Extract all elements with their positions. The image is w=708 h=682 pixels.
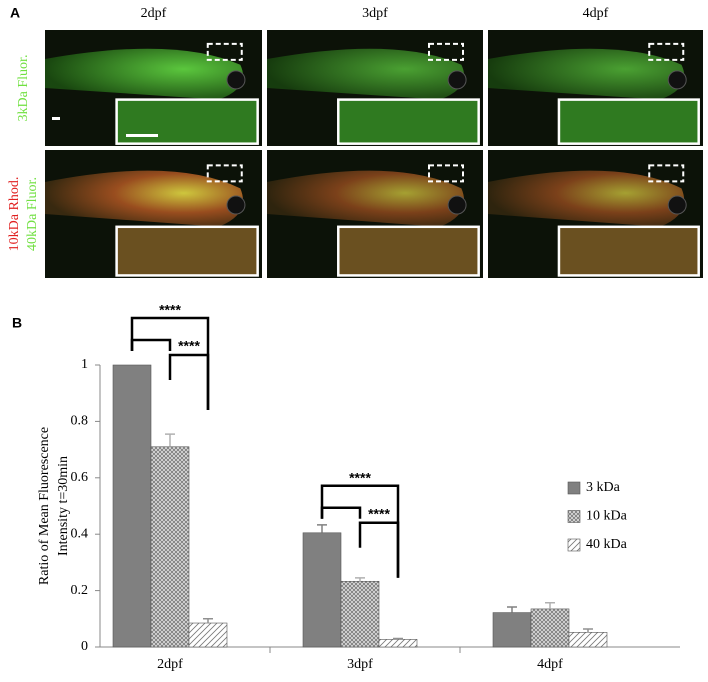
x-tick-label: 4dpf [537, 657, 563, 672]
significance-label: **** [368, 505, 390, 521]
panel-label: B [12, 315, 22, 331]
eye [226, 195, 246, 215]
error-bar [583, 628, 593, 633]
scale-bar [126, 134, 158, 137]
significance-label: **** [349, 469, 371, 485]
bar [112, 364, 152, 648]
larva [267, 48, 465, 100]
error-bar [165, 433, 175, 447]
y-axis-label: Intensity t=30min [56, 456, 71, 556]
legend-swatch [567, 510, 581, 523]
row-label: 3kDa Fluor. [16, 55, 31, 122]
error-bar [203, 618, 213, 624]
larva [488, 170, 685, 227]
legend-label: 3 kDa [586, 480, 621, 495]
y-axis-label: Ratio of Mean Fluorescence [37, 427, 52, 585]
legend-label: 40 kDa [586, 537, 628, 552]
significance-label: **** [159, 302, 181, 318]
error-bar [393, 637, 403, 640]
y-tick-label: 0.4 [71, 526, 89, 541]
y-tick-label: 0.2 [71, 583, 89, 598]
bar [340, 580, 380, 648]
eye [447, 70, 467, 90]
error-bar [317, 524, 327, 533]
inset [557, 225, 700, 277]
significance-bracket [130, 338, 172, 351]
column-label: 2dpf [141, 6, 167, 21]
legend-label: 10 kDa [586, 509, 628, 524]
y-tick-label: 0 [81, 639, 88, 654]
inset [337, 225, 480, 277]
bar [150, 446, 190, 648]
error-bar [355, 577, 365, 582]
row-label: 40kDa Fluor. [25, 177, 40, 251]
bar [302, 532, 342, 648]
roi-box [206, 42, 243, 61]
roi-box [206, 164, 243, 183]
bar [530, 608, 570, 648]
larva [45, 170, 244, 227]
column-label: 4dpf [583, 6, 609, 21]
roi-box [428, 164, 464, 183]
significance-label: **** [178, 338, 200, 354]
inset [115, 98, 259, 145]
bar [568, 632, 608, 648]
significance-bracket [358, 521, 400, 578]
eye [447, 195, 467, 215]
panel-label: A [10, 5, 20, 21]
larva [488, 48, 685, 100]
x-tick-label: 3dpf [347, 657, 373, 672]
bar [492, 612, 532, 648]
larva [45, 48, 244, 100]
row-label: 10kDa Rhod. [7, 177, 22, 252]
bar [378, 639, 418, 648]
significance-bracket [320, 506, 362, 519]
legend-swatch [567, 481, 581, 495]
bar [188, 622, 228, 648]
error-bar [545, 601, 555, 609]
column-label: 3dpf [362, 6, 388, 21]
roi-box [428, 42, 464, 61]
error-bar [507, 606, 517, 613]
significance-bracket [168, 353, 210, 410]
roi-box [648, 42, 685, 61]
inset [337, 98, 480, 145]
y-tick-label: 0.6 [71, 470, 89, 485]
y-tick-label: 1 [81, 357, 88, 372]
eye [667, 195, 687, 215]
y-tick-label: 0.8 [71, 414, 89, 429]
eye [667, 70, 687, 90]
eye [226, 70, 246, 90]
roi-box [648, 164, 685, 183]
legend-swatch [567, 538, 581, 552]
inset [557, 98, 700, 145]
larva [267, 170, 465, 227]
inset [115, 225, 259, 277]
scale-bar [52, 117, 60, 120]
x-tick-label: 2dpf [157, 657, 183, 672]
